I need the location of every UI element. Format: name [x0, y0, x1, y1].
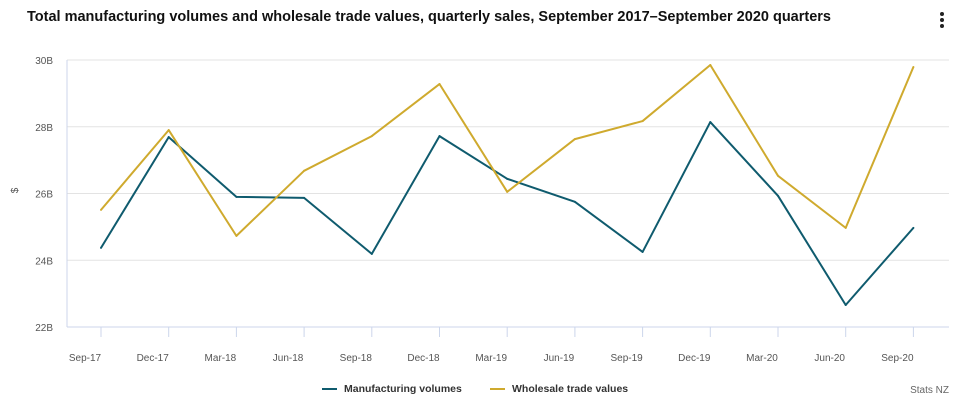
legend-swatch-wholesale: [490, 388, 505, 390]
data-point: [912, 226, 915, 229]
data-point: [235, 195, 238, 198]
data-point: [370, 252, 373, 255]
y-tick-label: 28B: [35, 123, 53, 134]
x-tick-label: Sep-18: [340, 353, 373, 364]
data-point: [100, 246, 102, 249]
data-point: [709, 64, 712, 67]
series-line-wholesale: [100, 64, 915, 237]
chart-title: Total manufacturing volumes and wholesal…: [27, 9, 831, 25]
x-tick-label: Mar-19: [475, 353, 507, 364]
data-point: [573, 138, 576, 141]
line-chart: 22B 24B 26B 28B 30B $ Sep-17 Dec-17 Mar-18 Jun-18…: [10, 56, 949, 364]
data-point: [641, 120, 644, 123]
x-tick-label: Mar-20: [746, 353, 778, 364]
x-tick-label: Jun-20: [814, 353, 845, 364]
data-point: [844, 303, 847, 306]
data-point: [303, 196, 306, 199]
legend-item-wholesale[interactable]: Wholesale trade values: [490, 383, 628, 395]
data-point: [235, 234, 238, 237]
y-tick-label: 30B: [35, 56, 53, 67]
kebab-menu-icon[interactable]: [938, 12, 946, 34]
data-point: [641, 250, 644, 253]
x-tick-label: Dec-19: [678, 353, 711, 364]
x-tick-label: Jun-19: [544, 353, 575, 364]
y-tick-label: 22B: [35, 323, 53, 334]
data-point: [370, 135, 373, 138]
legend-label: Wholesale trade values: [512, 383, 629, 395]
data-point: [167, 129, 170, 132]
y-tick-label: 24B: [35, 256, 53, 267]
x-tick-label: Sep-19: [610, 353, 643, 364]
data-point: [709, 121, 712, 124]
legend-swatch-manufacturing: [322, 388, 337, 390]
data-point: [438, 135, 441, 138]
data-point: [777, 174, 779, 177]
data-point: [844, 226, 847, 229]
data-point: [506, 177, 509, 180]
x-tick-label: Dec-18: [407, 353, 440, 364]
x-tick-label: Jun-18: [273, 353, 304, 364]
legend-label: Manufacturing volumes: [344, 383, 462, 395]
data-point: [912, 66, 915, 69]
data-point: [506, 190, 509, 193]
x-tick-label: Sep-17: [69, 353, 102, 364]
data-point: [303, 169, 306, 172]
source-credit: Stats NZ: [910, 385, 949, 396]
x-tick-label: Dec-17: [137, 353, 170, 364]
data-point: [573, 200, 576, 203]
y-tick-label: 26B: [35, 190, 53, 201]
data-point: [777, 194, 779, 197]
x-tick-label: Mar-18: [205, 353, 237, 364]
data-point: [438, 83, 441, 86]
x-tick-label: Sep-20: [881, 353, 914, 364]
y-axis-label: $: [10, 187, 21, 193]
data-point: [167, 136, 170, 139]
data-point: [100, 208, 102, 211]
legend-item-manufacturing[interactable]: Manufacturing volumes: [322, 383, 462, 395]
